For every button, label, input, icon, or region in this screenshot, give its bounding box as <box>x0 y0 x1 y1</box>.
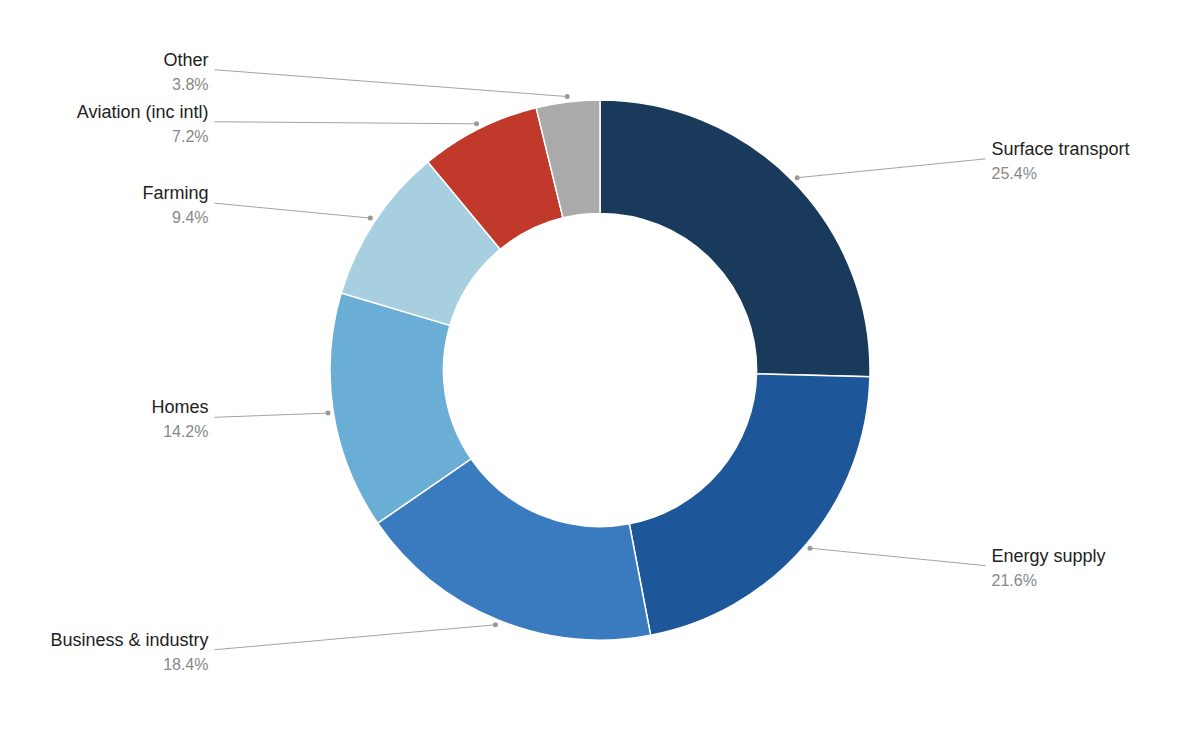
value-label: 7.2% <box>172 128 208 145</box>
annotations: Surface transport 25.4% Energy supply 21.6%… <box>50 50 1129 673</box>
leader-line <box>215 70 568 97</box>
leader-dot <box>807 546 812 551</box>
chart-container: Surface transport 25.4% Energy supply 21.6%… <box>0 0 1200 737</box>
leader-line <box>215 122 477 124</box>
donut-wedge <box>536 100 600 218</box>
value-label: 14.2% <box>163 423 208 440</box>
segment-label: Energy supply <box>992 546 1106 566</box>
leader-line <box>215 203 371 218</box>
leader-dot <box>795 175 800 180</box>
leader-dot <box>325 411 330 416</box>
segment-label: Business & industry <box>50 630 208 650</box>
leader-line <box>215 413 328 417</box>
value-label: 3.8% <box>172 76 208 93</box>
leader-line <box>797 159 985 178</box>
value-label: 9.4% <box>172 209 208 226</box>
leader-dot <box>368 216 373 221</box>
value-label: 21.6% <box>992 572 1037 589</box>
leader-dot <box>474 121 479 126</box>
donut-wedge <box>600 100 870 377</box>
segment-label: Farming <box>142 183 208 203</box>
segment-label: Surface transport <box>992 139 1130 159</box>
leader-line <box>215 625 496 650</box>
donut-wedge <box>330 293 471 523</box>
value-label: 18.4% <box>163 656 208 673</box>
segment-label: Homes <box>151 397 208 417</box>
wedges <box>330 100 870 640</box>
leader-dot <box>493 622 498 627</box>
value-label: 25.4% <box>992 165 1037 182</box>
donut-wedge <box>629 374 870 635</box>
leader-dot <box>565 94 570 99</box>
leader-line <box>810 548 986 565</box>
segment-label: Aviation (inc intl) <box>77 102 209 122</box>
segment-label: Other <box>163 50 208 70</box>
chart-svg: Surface transport 25.4% Energy supply 21.6%… <box>0 0 1200 737</box>
